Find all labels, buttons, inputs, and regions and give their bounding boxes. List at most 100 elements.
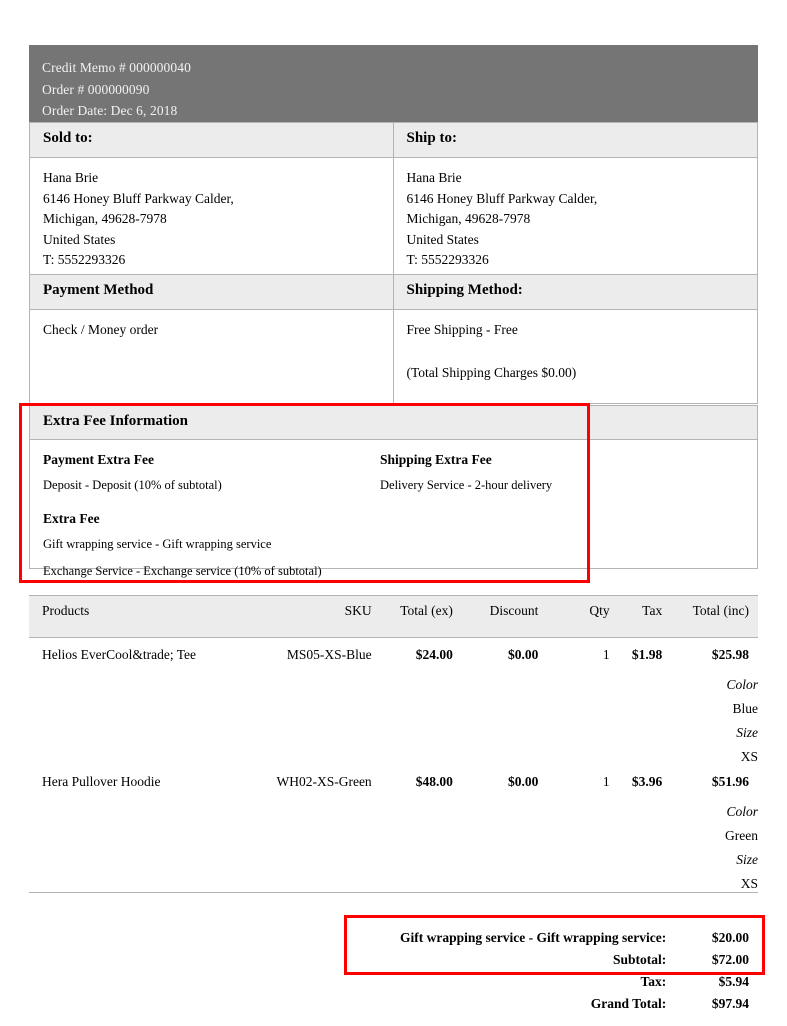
sold-to-country: United States (43, 231, 116, 247)
extra-fee-section-title: Extra Fee Information (30, 406, 757, 440)
product-total-ex: $24.00 (415, 647, 453, 662)
product-sku: WH02-XS-Green (276, 774, 372, 789)
column-header-total-ex: Total (ex) (381, 596, 463, 638)
products-section: Products SKU Total (ex) Discount Qty Tax… (29, 595, 758, 893)
extra-fee-body: Payment Extra Fee Deposit - Deposit (10%… (30, 440, 757, 578)
column-header-qty: Qty (580, 596, 620, 638)
products-header-row: Products SKU Total (ex) Discount Qty Tax… (29, 596, 758, 638)
ship-to-title: Ship to: (406, 130, 457, 146)
ship-to-country: United States (406, 231, 479, 247)
payment-method-title: Payment Method (30, 275, 394, 309)
totals-table-body: Gift wrapping service - Gift wrapping se… (400, 930, 758, 1018)
shipping-extra-fee-line: Delivery Service - 2-hour delivery (380, 478, 553, 492)
option-label: Color (726, 677, 758, 692)
payment-method-value: Check / Money order (43, 322, 159, 337)
total-label: Subtotal: (612, 952, 667, 967)
payment-extra-fee-line: Deposit - Deposit (10% of subtotal) (43, 478, 222, 492)
product-qty: 1 (602, 774, 610, 789)
product-option-row: Color Green Size XS (29, 796, 758, 892)
extra-fee-line-2: Exchange Service - Exchange service (10%… (43, 564, 322, 578)
option-value: XS (740, 876, 758, 891)
products-table-body: Helios EverCool&trade; Tee MS05-XS-Blue … (29, 638, 758, 893)
table-row: Hera Pullover Hoodie WH02-XS-Green $48.0… (29, 765, 758, 796)
extra-fee-line-1: Gift wrapping service - Gift wrapping se… (43, 537, 272, 551)
ship-to-phone: T: 5552293326 (406, 252, 489, 268)
methods-header-row: Payment Method Shipping Method: (30, 275, 757, 310)
product-discount: $0.00 (508, 647, 539, 662)
sold-to-title: Sold to: (30, 123, 394, 157)
column-header-sku: SKU (245, 596, 382, 638)
total-value: $72.00 (711, 952, 749, 967)
totals-row-gift-wrapping: Gift wrapping service - Gift wrapping se… (400, 930, 758, 952)
total-shipping-charges: (Total Shipping Charges $0.00) (406, 364, 577, 380)
ship-to-name: Hana Brie (406, 170, 462, 185)
totals-table: Gift wrapping service - Gift wrapping se… (400, 930, 758, 1018)
sold-to-address: Hana Brie 6146 Honey Bluff Parkway Calde… (30, 158, 394, 283)
total-label: Gift wrapping service - Gift wrapping se… (400, 930, 667, 945)
totals-row-tax: Tax: $5.94 (400, 974, 758, 996)
extra-fee-right-column: Shipping Extra Fee Delivery Service - 2-… (380, 452, 710, 504)
sold-to-street: 6146 Honey Bluff Parkway Calder, (43, 190, 234, 206)
shipping-method-value-cell: Free Shipping - Free (Total Shipping Cha… (394, 310, 758, 403)
ship-to-city-state-zip: Michigan, 49628-7978 (406, 211, 531, 227)
product-tax: $1.98 (631, 647, 663, 662)
option-value: Green (725, 828, 758, 843)
product-total-inc: $51.96 (711, 774, 749, 789)
option-label: Size (736, 725, 758, 740)
methods-section: Payment Method Shipping Method: Check / … (29, 274, 758, 405)
ship-to-street: 6146 Honey Bluff Parkway Calder, (406, 190, 598, 206)
sold-to-city-state-zip: Michigan, 49628-7978 (43, 211, 167, 227)
product-total-inc: $25.98 (711, 647, 749, 662)
addresses-section: Sold to: Ship to: Hana Brie 6146 Honey B… (29, 122, 758, 284)
product-tax: $3.96 (631, 774, 663, 789)
product-sku: MS05-XS-Blue (286, 647, 372, 662)
option-value: XS (740, 749, 758, 764)
option-label: Size (736, 852, 758, 867)
shipping-method-title: Shipping Method: (406, 282, 523, 298)
product-option-cell: Color Blue Size XS (29, 669, 758, 765)
product-name: Helios EverCool&trade; Tee (42, 647, 197, 662)
memo-header: Credit Memo # 000000040 Order # 00000009… (29, 45, 758, 122)
methods-body-row: Check / Money order Free Shipping - Free… (30, 310, 758, 404)
column-header-discount: Discount (462, 596, 581, 638)
totals-section: Gift wrapping service - Gift wrapping se… (400, 930, 758, 1018)
shipping-extra-fee-title: Shipping Extra Fee (380, 452, 492, 467)
methods-spacer (407, 341, 758, 363)
total-value: $20.00 (711, 930, 749, 945)
column-header-products: Products (29, 596, 246, 638)
total-label: Grand Total: (590, 996, 667, 1011)
extra-fee-left-column: Payment Extra Fee Deposit - Deposit (10%… (43, 452, 373, 590)
column-header-total-inc: Total (inc) (673, 596, 758, 638)
option-value: Blue (732, 701, 759, 716)
products-table: Products SKU Total (ex) Discount Qty Tax… (29, 596, 758, 892)
product-name: Hera Pullover Hoodie (42, 774, 161, 789)
shipping-method-value: Free Shipping - Free (406, 322, 518, 337)
order-number: Order # 000000090 (42, 81, 150, 97)
payment-method-value-cell: Check / Money order (30, 310, 394, 404)
product-total-ex: $48.00 (415, 774, 453, 789)
extra-fee-title: Extra Fee (43, 511, 100, 526)
payment-extra-fee-title: Payment Extra Fee (43, 452, 154, 467)
extra-fee-section: Extra Fee Information Payment Extra Fee … (29, 405, 758, 578)
totals-row-grand-total: Grand Total: $97.94 (400, 996, 758, 1018)
sold-to-name: Hana Brie (43, 170, 99, 185)
product-qty: 1 (602, 647, 610, 662)
product-option-cell: Color Green Size XS (29, 796, 758, 892)
totals-row-subtotal: Subtotal: $72.00 (400, 952, 758, 974)
credit-memo-number: Credit Memo # 000000040 (42, 60, 191, 75)
option-label: Color (726, 804, 758, 819)
product-discount: $0.00 (508, 774, 539, 789)
product-option-row: Color Blue Size XS (29, 669, 758, 765)
addresses-header-row: Sold to: Ship to: (30, 123, 757, 158)
total-value: $97.94 (711, 996, 749, 1011)
column-header-tax: Tax (619, 596, 674, 638)
addresses-body-row: Hana Brie 6146 Honey Bluff Parkway Calde… (30, 158, 757, 283)
table-row: Helios EverCool&trade; Tee MS05-XS-Blue … (29, 638, 758, 670)
sold-to-phone: T: 5552293326 (43, 252, 126, 268)
products-table-head: Products SKU Total (ex) Discount Qty Tax… (29, 596, 758, 638)
ship-to-address: Hana Brie 6146 Honey Bluff Parkway Calde… (394, 158, 758, 283)
total-label: Tax: (640, 974, 667, 989)
order-date: Order Date: Dec 6, 2018 (42, 103, 178, 118)
total-value: $5.94 (718, 974, 749, 989)
